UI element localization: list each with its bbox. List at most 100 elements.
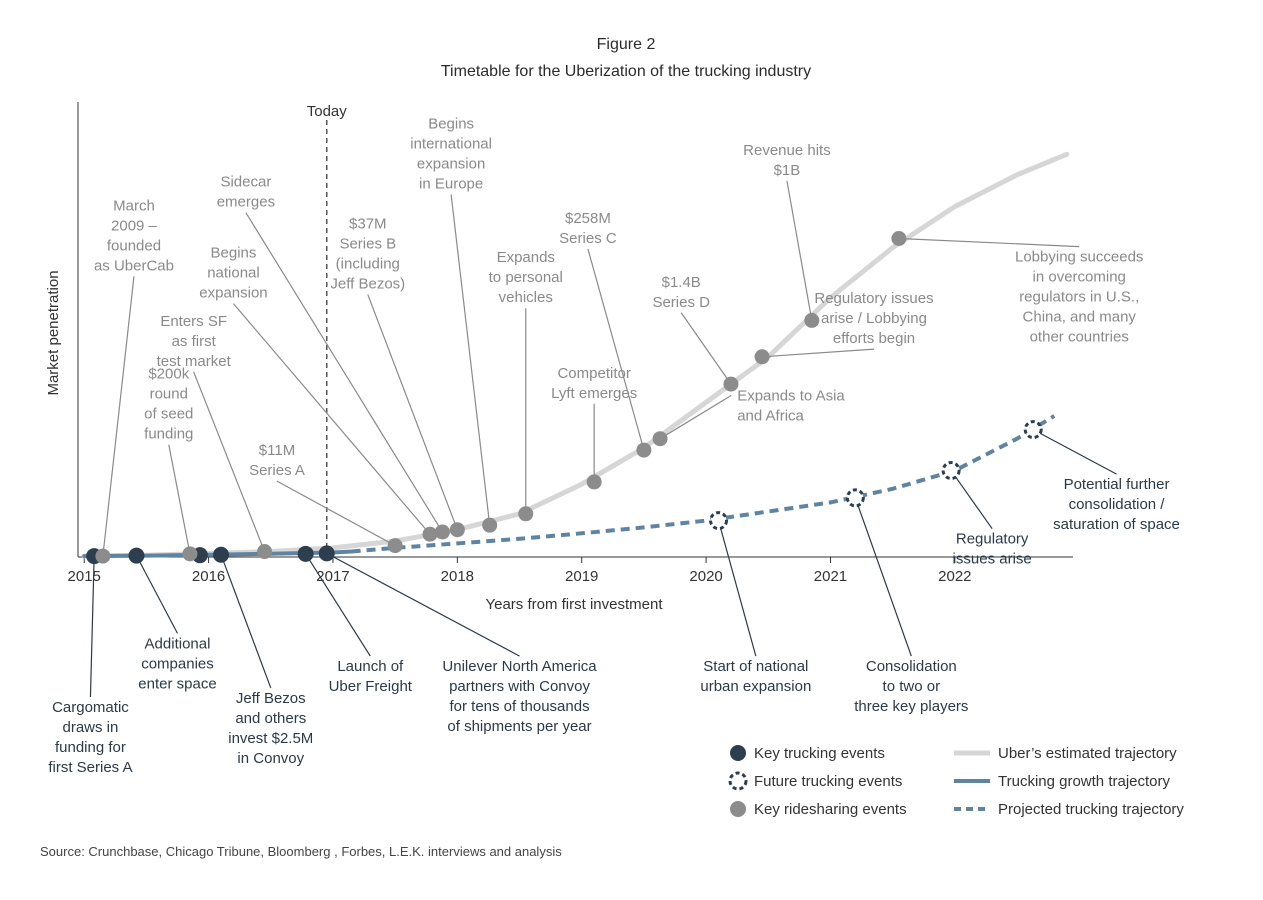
- annotation-text: in Europe: [419, 175, 483, 192]
- today-label: Today: [307, 103, 348, 120]
- trucking-event-marker: [297, 545, 314, 562]
- leader-line: [193, 371, 266, 552]
- annotation-text: to personal: [489, 269, 563, 286]
- annotation-text: international: [410, 135, 492, 152]
- annotation-text: Series B: [339, 236, 396, 253]
- annotation-text: national: [207, 265, 260, 282]
- ridesharing-event-marker: [182, 546, 198, 562]
- annotation-text: March: [113, 197, 155, 214]
- annotation-text: Unilever North America: [442, 658, 597, 675]
- annotation-text: funding for: [55, 739, 126, 756]
- annotation-text: founded: [107, 237, 161, 254]
- future-event-marker: [845, 488, 865, 508]
- annotation-text: Sidecar: [220, 174, 271, 191]
- annotation-text: Expands to Asia: [737, 388, 845, 405]
- annotation-text: efforts begin: [833, 330, 915, 347]
- x-tick-label: 2018: [441, 568, 474, 585]
- ridesharing-event-marker: [652, 431, 668, 447]
- x-axis-label: Years from first investment: [485, 596, 663, 613]
- ridesharing-event-marker: [518, 506, 534, 522]
- annotation-text: arise / Lobbying: [821, 310, 927, 327]
- leader-line: [102, 276, 135, 557]
- chart-title: Figure 2: [597, 36, 656, 53]
- leader-line: [786, 180, 813, 321]
- annotation-text: first Series A: [48, 759, 132, 776]
- annotation-text: urban expansion: [700, 678, 811, 695]
- leader-line: [950, 470, 993, 530]
- ridesharing-event-marker: [586, 474, 602, 490]
- legend-label: Future trucking events: [754, 773, 902, 790]
- annotation-text: Lyft emerges: [551, 385, 637, 402]
- series-line-2: [351, 414, 1056, 554]
- annotation-text: $1.4B: [662, 274, 701, 291]
- annotation-text: $200k: [148, 366, 189, 383]
- leader-line: [220, 554, 272, 689]
- annotation-text: Cargomatic: [52, 699, 129, 716]
- annotation-text: Series D: [652, 294, 710, 311]
- y-axis-label: Market penetration: [45, 270, 62, 395]
- annotation-text: Regulatory issues: [814, 290, 933, 307]
- ridesharing-event-marker: [754, 349, 770, 365]
- x-tick-label: 2022: [938, 568, 971, 585]
- annotation-text: Uber Freight: [329, 678, 413, 695]
- annotation-text: in Convoy: [237, 750, 304, 767]
- leader-line: [762, 348, 875, 358]
- ridesharing-event-marker: [95, 548, 111, 564]
- legend: Key trucking events Future trucking event…: [728, 745, 1184, 818]
- annotation-text: $37M: [349, 216, 387, 233]
- ridesharing-event-marker: [723, 376, 739, 392]
- annotation-text: Expands: [497, 249, 555, 266]
- annotation-text: for tens of thousands: [449, 698, 589, 715]
- annotation-text: Begins: [428, 115, 474, 132]
- legend-future-marker: [728, 771, 748, 791]
- annotation-text: Lobbying succeeds: [1015, 249, 1143, 266]
- x-tick-label: 2019: [565, 568, 598, 585]
- annotation-text: round: [150, 386, 188, 403]
- trucking-event-marker: [318, 545, 335, 562]
- annotation-text: other countries: [1030, 329, 1129, 346]
- annotation-text: issues arise: [953, 551, 1032, 568]
- ridesharing-event-marker: [257, 544, 273, 560]
- annotation-text: $11M: [259, 442, 295, 459]
- ridesharing-event-marker: [422, 526, 438, 542]
- legend-label: Key ridesharing events: [754, 801, 907, 818]
- annotation-text: Competitor: [557, 365, 630, 382]
- chart-subtitle: Timetable for the Uberization of the tru…: [441, 63, 811, 80]
- leader-line: [135, 555, 179, 634]
- trucking-event-marker: [128, 547, 145, 564]
- annotation-text: of shipments per year: [447, 718, 591, 735]
- leader-line: [680, 312, 732, 385]
- annotation-text: Series A: [249, 462, 305, 479]
- leader-line: [854, 497, 912, 657]
- leader-line: [245, 212, 443, 533]
- annotation-text: $1B: [774, 162, 801, 179]
- future-event-marker: [941, 461, 961, 481]
- annotation-text: Jeff Bezos: [236, 690, 306, 707]
- annotation-text: 2009 –: [111, 217, 158, 234]
- annotation-text: Revenue hits: [743, 142, 831, 159]
- annotation-text: funding: [144, 426, 193, 443]
- ridesharing-event-marker: [891, 231, 907, 246]
- leader-line: [233, 303, 431, 535]
- annotation-text: emerges: [217, 194, 275, 211]
- ridesharing-event-marker: [482, 517, 498, 533]
- annotation-text: of seed: [144, 406, 193, 423]
- annotation-text: (including: [336, 256, 400, 273]
- annotation-text: to two or: [883, 678, 941, 695]
- annotation-text: as UberCab: [94, 257, 174, 274]
- leader-line: [717, 520, 757, 657]
- annotation-text: in overcoming: [1033, 269, 1126, 286]
- ridesharing-event-marker: [449, 522, 465, 538]
- annotation-text: test market: [157, 353, 232, 370]
- annotation-text: invest $2.5M: [228, 730, 313, 747]
- annotation-text: companies: [141, 655, 214, 672]
- annotation-text: three key players: [854, 698, 968, 715]
- plot-area: 2015 2016 2017 2018 2019 2020 2021 2022 Today Car…: [48, 102, 1180, 776]
- leader-line: [587, 248, 645, 451]
- annotation-text: regulators in U.S.,: [1019, 289, 1139, 306]
- x-tick-label: 2015: [68, 568, 101, 585]
- annotation-text: vehicles: [499, 289, 553, 306]
- leader-line: [326, 552, 520, 657]
- annotation-text: $258M: [565, 210, 611, 227]
